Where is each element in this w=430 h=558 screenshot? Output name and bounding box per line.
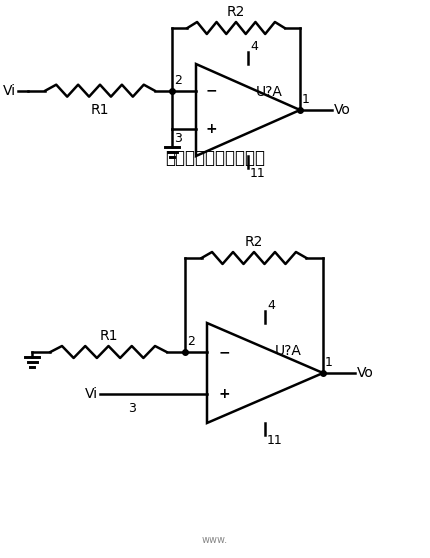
Text: 1: 1 — [302, 93, 310, 106]
Text: 11: 11 — [250, 167, 266, 180]
Text: 运算放大器－反相输入: 运算放大器－反相输入 — [165, 149, 265, 167]
Text: U?A: U?A — [275, 344, 302, 358]
Text: 11: 11 — [267, 434, 283, 447]
Text: 2: 2 — [174, 74, 182, 86]
Text: Vi: Vi — [3, 84, 16, 98]
Text: 1: 1 — [325, 356, 333, 369]
Text: +: + — [206, 122, 218, 136]
Text: R2: R2 — [227, 5, 245, 19]
Text: R1: R1 — [91, 103, 109, 117]
Text: +: + — [218, 387, 230, 401]
Text: −: − — [218, 345, 230, 359]
Text: U?A: U?A — [256, 85, 283, 99]
Text: Vo: Vo — [334, 103, 351, 117]
Text: 4: 4 — [250, 40, 258, 53]
Text: Vo: Vo — [357, 366, 374, 380]
Text: R2: R2 — [245, 235, 263, 249]
Text: www.: www. — [202, 535, 228, 545]
Text: 4: 4 — [267, 299, 275, 312]
Text: −: − — [206, 84, 218, 98]
Text: 2: 2 — [187, 335, 195, 348]
Text: R1: R1 — [99, 329, 118, 343]
Text: 3: 3 — [128, 402, 136, 415]
Text: Vi: Vi — [85, 387, 98, 401]
Text: 3: 3 — [174, 132, 182, 145]
